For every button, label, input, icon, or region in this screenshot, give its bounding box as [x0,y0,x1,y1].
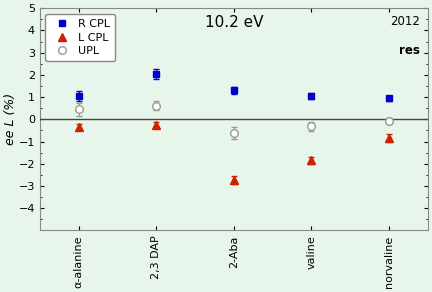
Text: 2012: 2012 [390,15,420,28]
Text: 10.2 eV: 10.2 eV [205,15,263,30]
Y-axis label: ee L (%): ee L (%) [4,93,17,145]
Text: res: res [399,44,420,57]
Legend: R CPL, L CPL, UPL: R CPL, L CPL, UPL [45,14,115,62]
